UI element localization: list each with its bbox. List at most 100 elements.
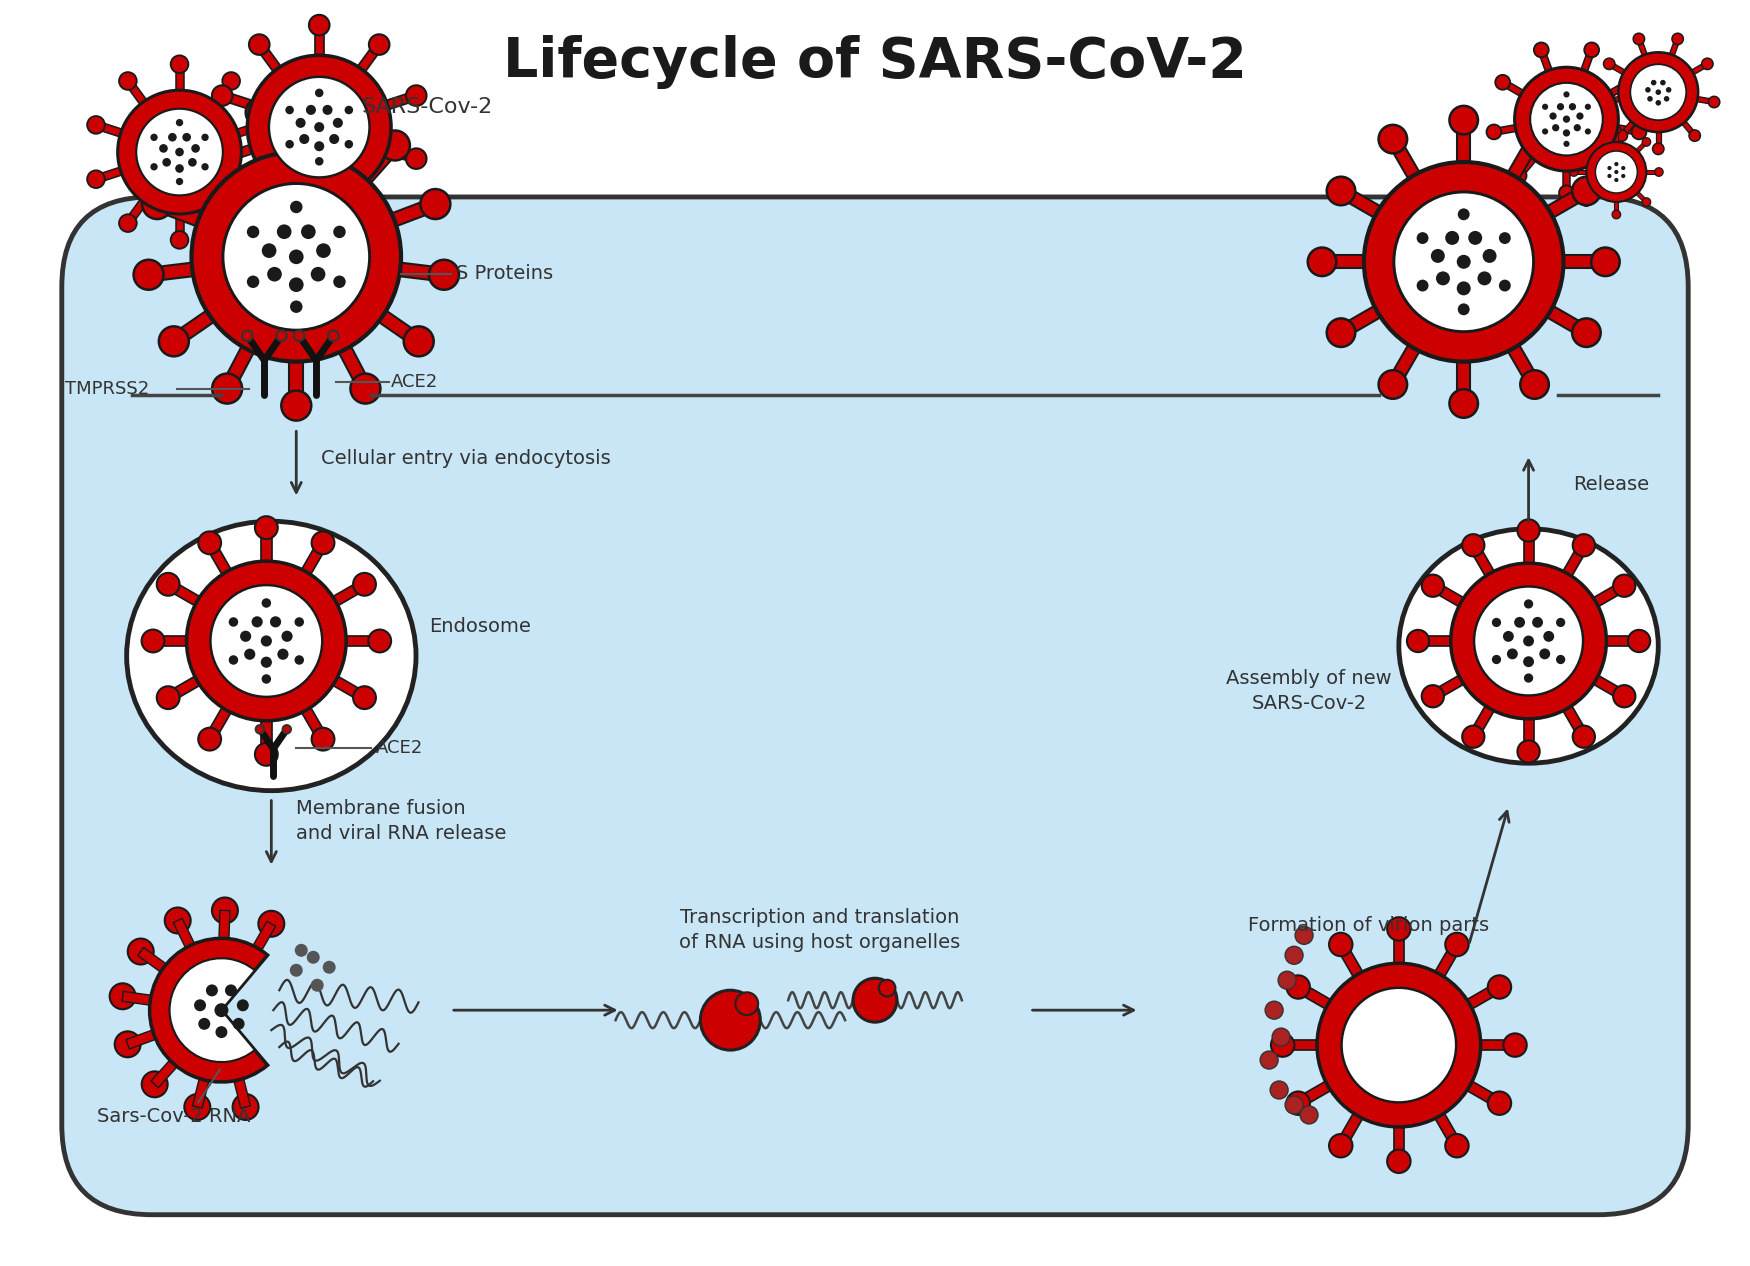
Circle shape <box>1568 103 1577 110</box>
Circle shape <box>1573 725 1594 748</box>
Circle shape <box>159 327 189 356</box>
Circle shape <box>1500 280 1510 291</box>
Circle shape <box>1388 917 1410 941</box>
Polygon shape <box>124 200 147 225</box>
Circle shape <box>201 163 208 171</box>
Circle shape <box>315 157 324 166</box>
Circle shape <box>1260 1051 1278 1069</box>
Circle shape <box>222 214 240 232</box>
Polygon shape <box>123 991 150 1005</box>
Wedge shape <box>149 938 268 1082</box>
Circle shape <box>1587 142 1647 203</box>
Circle shape <box>1524 599 1533 609</box>
Circle shape <box>1463 534 1484 556</box>
Circle shape <box>315 142 324 151</box>
Circle shape <box>1614 685 1636 708</box>
Circle shape <box>276 224 292 239</box>
Circle shape <box>172 232 189 248</box>
Circle shape <box>1572 177 1601 205</box>
Circle shape <box>1286 975 1311 999</box>
Circle shape <box>380 130 410 161</box>
Polygon shape <box>220 144 252 163</box>
Text: Release: Release <box>1573 475 1650 494</box>
Circle shape <box>117 90 242 214</box>
Polygon shape <box>1594 676 1628 700</box>
Polygon shape <box>1594 581 1628 606</box>
Circle shape <box>332 225 346 238</box>
Polygon shape <box>399 263 444 281</box>
Polygon shape <box>255 182 280 213</box>
Circle shape <box>163 158 172 167</box>
Polygon shape <box>1466 1081 1502 1108</box>
Circle shape <box>182 130 212 161</box>
Circle shape <box>1418 280 1428 291</box>
Circle shape <box>252 617 262 628</box>
Circle shape <box>142 189 172 219</box>
Circle shape <box>354 686 376 709</box>
Circle shape <box>1300 1106 1318 1124</box>
Polygon shape <box>150 1060 177 1087</box>
Circle shape <box>285 141 294 148</box>
Circle shape <box>1530 82 1603 156</box>
Polygon shape <box>1670 38 1680 56</box>
Polygon shape <box>192 1079 208 1108</box>
Circle shape <box>1379 370 1407 399</box>
Circle shape <box>187 158 196 167</box>
Text: ACE2: ACE2 <box>390 372 438 390</box>
Circle shape <box>191 152 401 362</box>
Circle shape <box>233 1018 245 1029</box>
Circle shape <box>261 599 271 608</box>
Polygon shape <box>254 922 276 951</box>
Polygon shape <box>147 263 192 281</box>
Polygon shape <box>138 947 166 972</box>
Circle shape <box>164 908 191 933</box>
Circle shape <box>306 105 317 115</box>
Circle shape <box>1437 271 1451 285</box>
Polygon shape <box>1563 706 1589 739</box>
Circle shape <box>294 944 308 957</box>
Circle shape <box>1393 192 1533 332</box>
Circle shape <box>259 910 284 937</box>
Text: Lifecycle of SARS-CoV-2: Lifecycle of SARS-CoV-2 <box>502 35 1248 90</box>
Circle shape <box>261 636 271 647</box>
Circle shape <box>1521 125 1549 153</box>
Circle shape <box>1318 963 1480 1127</box>
Circle shape <box>175 177 184 185</box>
Text: Assembly of new
SARS-Cov-2: Assembly of new SARS-Cov-2 <box>1227 668 1391 713</box>
Circle shape <box>1342 987 1456 1103</box>
Text: ACE2: ACE2 <box>376 739 424 757</box>
Polygon shape <box>1430 676 1463 700</box>
Circle shape <box>1628 630 1650 652</box>
Polygon shape <box>1468 543 1494 576</box>
Circle shape <box>1500 232 1510 244</box>
Circle shape <box>1524 674 1533 682</box>
Polygon shape <box>1393 929 1404 963</box>
Circle shape <box>142 629 164 652</box>
Circle shape <box>1363 162 1563 362</box>
Wedge shape <box>170 958 256 1062</box>
Polygon shape <box>1480 1039 1516 1051</box>
Circle shape <box>429 260 458 290</box>
Circle shape <box>327 330 338 341</box>
Polygon shape <box>170 310 214 347</box>
FancyBboxPatch shape <box>61 197 1689 1214</box>
Circle shape <box>406 148 427 168</box>
Circle shape <box>1517 741 1540 762</box>
Circle shape <box>317 243 331 258</box>
Polygon shape <box>1610 80 1633 96</box>
Polygon shape <box>301 541 327 575</box>
Polygon shape <box>289 362 303 405</box>
Circle shape <box>110 984 135 1009</box>
Circle shape <box>1606 168 1620 184</box>
Text: Formation of virion parts: Formation of virion parts <box>1248 915 1489 934</box>
Circle shape <box>1295 927 1312 944</box>
Circle shape <box>1614 162 1619 166</box>
Circle shape <box>210 585 322 696</box>
Circle shape <box>1463 725 1484 748</box>
Circle shape <box>1418 232 1428 244</box>
Circle shape <box>1556 655 1564 665</box>
Circle shape <box>1586 104 1591 110</box>
Circle shape <box>159 144 168 153</box>
Polygon shape <box>175 214 184 239</box>
Circle shape <box>315 122 324 132</box>
